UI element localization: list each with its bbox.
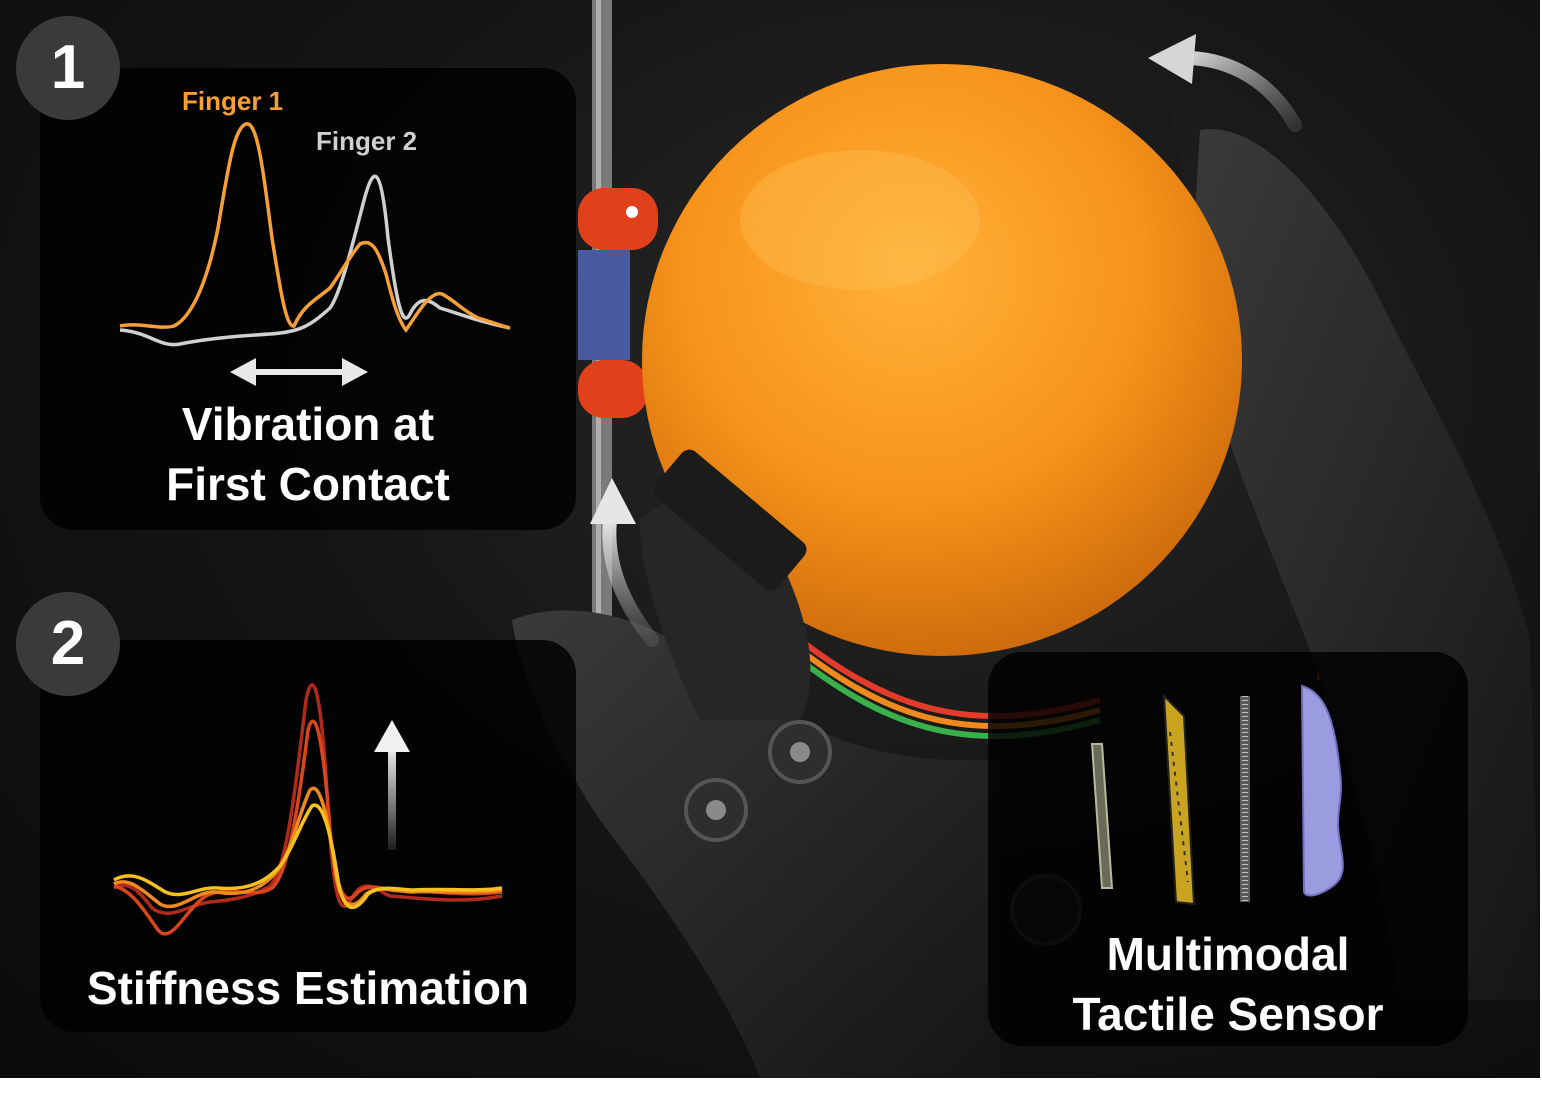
vibration-plot	[119, 122, 511, 386]
up-arrow	[374, 720, 410, 850]
caption-line-2: First Contact	[166, 458, 450, 510]
finger2-label: Finger 2	[316, 126, 418, 156]
finger1-label: Finger 1	[182, 86, 284, 116]
sensor-caption-line-1: Multimodal	[1106, 928, 1350, 980]
stiffness-panel: Stiffness Estimation	[40, 640, 576, 1032]
red-gripper	[578, 188, 658, 418]
vibration-caption: Vibration at First Contact	[40, 394, 576, 514]
finger1-signal-line	[119, 122, 511, 333]
stiffness-caption: Stiffness Estimation	[86, 962, 530, 1014]
rotation-arrow-left	[590, 478, 659, 647]
sensor-exploded-view	[1090, 684, 1344, 906]
finger2-signal-line	[119, 174, 511, 347]
stiffness-trace-2	[113, 719, 503, 936]
vibration-panel: Finger 1 Finger 2 Vibration at First Con…	[40, 68, 576, 530]
sensor-caption: Multimodal Tactile Sensor	[988, 924, 1468, 1044]
sensor-array-layer	[1162, 693, 1196, 906]
orange	[642, 64, 1242, 656]
step-badge-2: 2	[16, 592, 120, 696]
stiffness-plot	[113, 683, 503, 936]
tactile-sensor-panel: Multimodal Tactile Sensor	[988, 652, 1468, 1046]
pcb-disc-layer	[1090, 743, 1114, 889]
double-arrow	[230, 358, 368, 386]
comb-layer	[1240, 696, 1250, 902]
caption-line-1: Vibration at	[181, 398, 435, 450]
silicone-skin-layer	[1300, 684, 1344, 897]
stiffness-trace-3	[113, 786, 503, 909]
rotation-arrow-top	[1148, 34, 1302, 132]
stiffness-trace-4	[113, 803, 503, 910]
step-badge-1: 1	[16, 16, 120, 120]
sensor-caption-line-2: Tactile Sensor	[1072, 988, 1384, 1040]
